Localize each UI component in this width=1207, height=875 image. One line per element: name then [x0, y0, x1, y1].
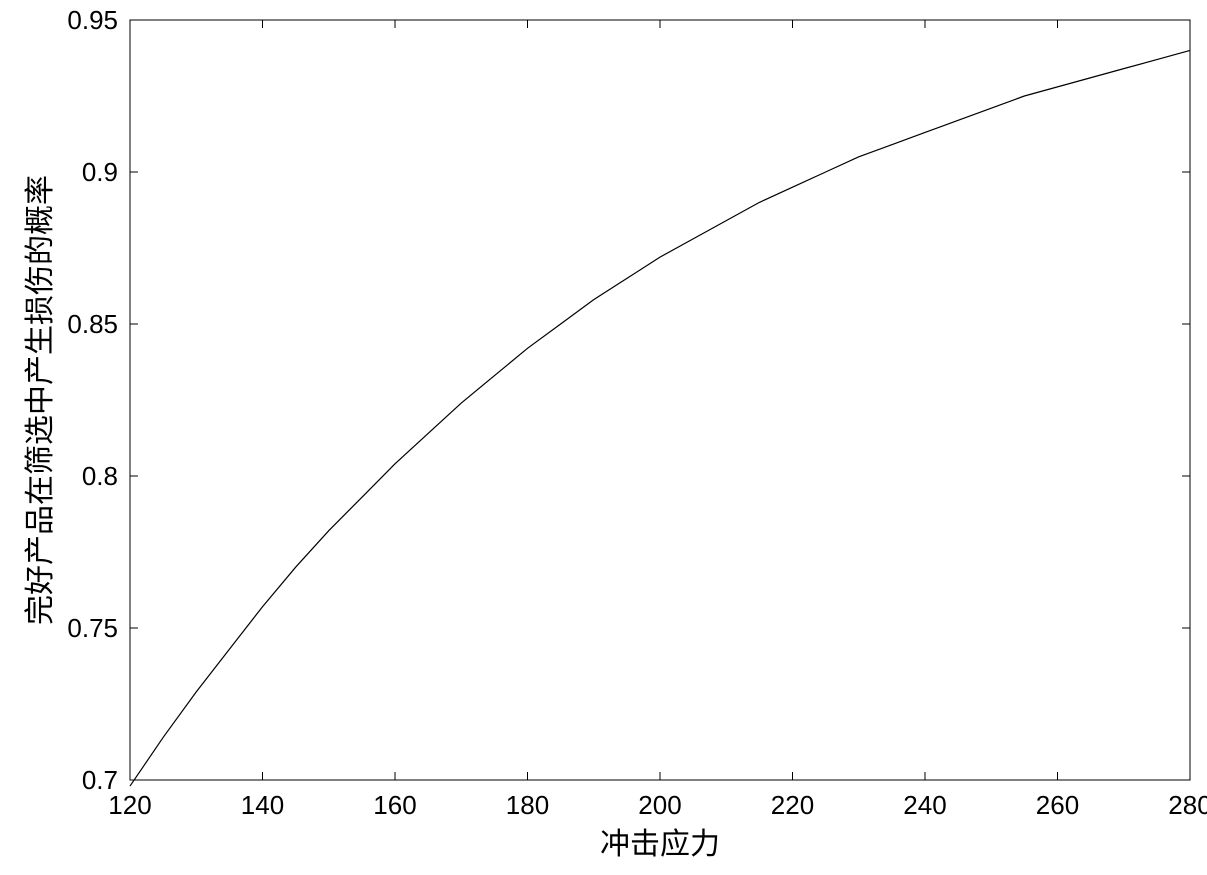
x-tick-label: 240 — [903, 790, 946, 820]
y-axis-label: 完好产品在筛选中产生损伤的概率 — [24, 175, 57, 625]
y-tick-label: 0.75 — [67, 613, 118, 643]
x-tick-label: 140 — [241, 790, 284, 820]
x-tick-label: 220 — [771, 790, 814, 820]
x-axis-label: 冲击应力 — [600, 828, 720, 861]
x-tick-label: 200 — [638, 790, 681, 820]
y-tick-label: 0.7 — [82, 765, 118, 795]
y-tick-label: 0.95 — [67, 5, 118, 35]
y-tick-label: 0.85 — [67, 309, 118, 339]
x-tick-label: 180 — [506, 790, 549, 820]
y-tick-label: 0.9 — [82, 157, 118, 187]
line-chart: 1201401601802002202402602800.70.750.80.8… — [0, 0, 1207, 875]
x-tick-label: 260 — [1036, 790, 1079, 820]
chart-svg: 1201401601802002202402602800.70.750.80.8… — [0, 0, 1207, 875]
x-tick-label: 160 — [373, 790, 416, 820]
x-tick-label: 280 — [1168, 790, 1207, 820]
y-tick-label: 0.8 — [82, 461, 118, 491]
